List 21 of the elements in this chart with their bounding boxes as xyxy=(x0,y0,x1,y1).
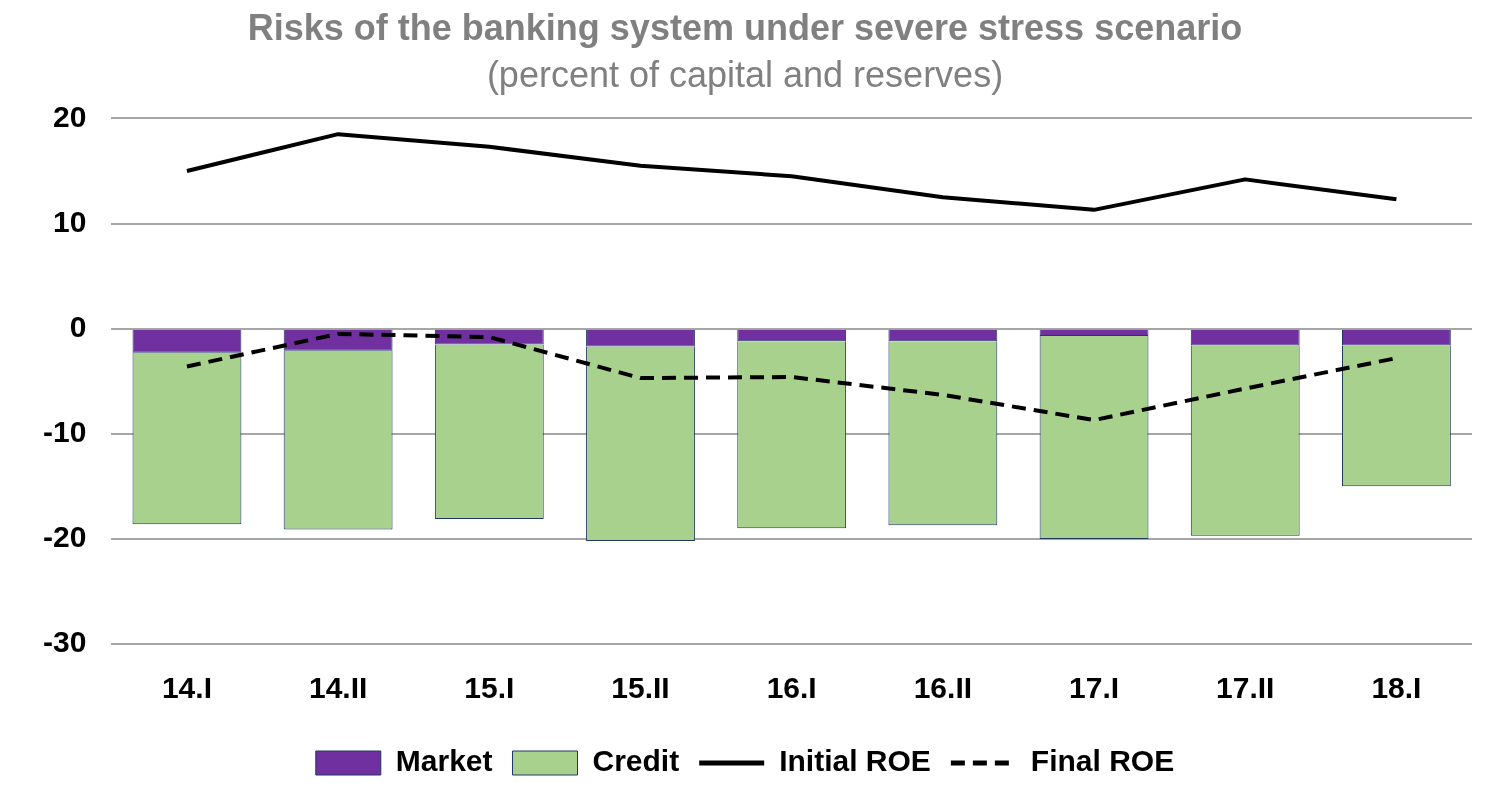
y-tick-label: 0 xyxy=(69,309,87,343)
chart-title: Risks of the banking system under severe stress scenario xyxy=(247,6,1243,48)
x-tick-label: 17.I xyxy=(1069,671,1120,705)
x-tick-label: 16.II xyxy=(913,671,973,705)
x-tick-label: 18.I xyxy=(1371,671,1422,705)
legend-label: Final ROE xyxy=(1030,744,1175,778)
chart-subtitle: (percent of capital and reserves) xyxy=(486,53,1004,95)
legend-label: Initial ROE xyxy=(779,744,931,778)
x-tick-label: 14.II xyxy=(308,671,368,705)
x-tick-label: 17.II xyxy=(1216,671,1275,705)
legend-label: Market xyxy=(395,744,493,778)
y-tick-label: -30 xyxy=(43,625,87,659)
y-tick-label: 20 xyxy=(52,99,87,133)
y-tick-label: 10 xyxy=(52,204,87,238)
x-tick-label: 16.I xyxy=(766,671,817,705)
x-tick-label: 15.I xyxy=(464,671,515,705)
x-tick-label: 15.II xyxy=(611,671,670,705)
y-tick-label: -20 xyxy=(43,520,87,554)
y-tick-label: -10 xyxy=(43,415,87,449)
x-tick-label: 14.I xyxy=(161,671,212,705)
legend-label: Credit xyxy=(592,744,680,778)
